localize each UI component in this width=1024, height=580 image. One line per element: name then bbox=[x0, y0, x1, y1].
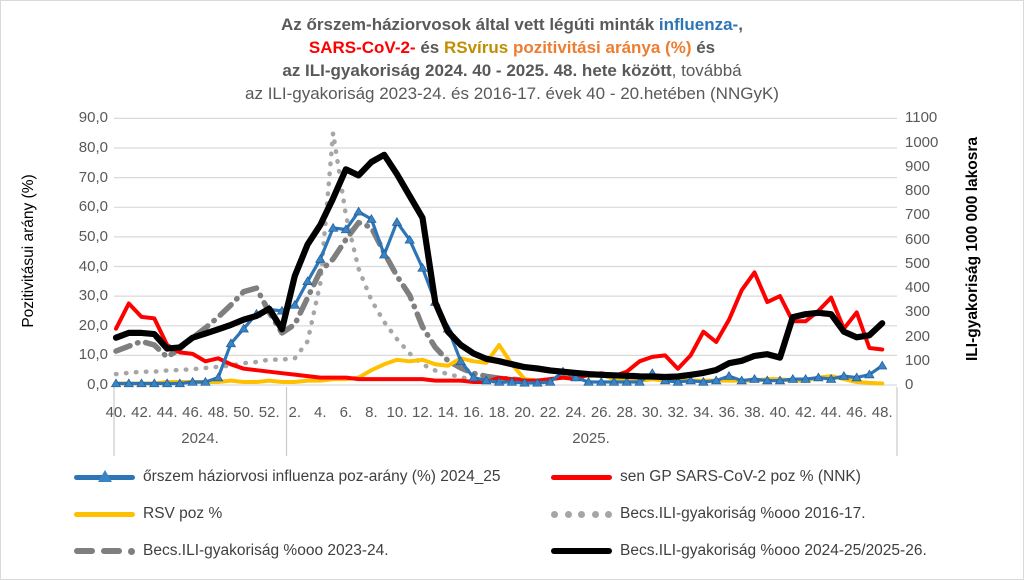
chart-title-line-4: az ILI-gyakoriság 2023-24. és 2016-17. é… bbox=[1, 82, 1023, 105]
title-segment: pozitivitási aránya (%) bbox=[512, 38, 692, 57]
y-right-tick-1100: 1100 bbox=[905, 109, 938, 127]
chart-title-line-2: SARS-CoV-2- és RSvírus pozitivitási arán… bbox=[1, 36, 1023, 59]
x-tick-week-24: 24. bbox=[565, 404, 587, 421]
y-left-tick-0,0: 0,0 bbox=[87, 376, 108, 393]
y-left-tick-10,0: 10,0 bbox=[78, 346, 108, 364]
chart-title: Az őrszem-háziorvosok által vett légúti … bbox=[1, 13, 1023, 105]
y-right-tick-500: 500 bbox=[905, 254, 931, 272]
chart-legend: őrszem háziorvosi influenza poz-arány (%… bbox=[74, 465, 979, 563]
x-tick-week-40: 40. bbox=[105, 404, 127, 421]
legend-label-sars-cov-2: sen GP SARS-CoV-2 poz % (NNK) bbox=[620, 468, 861, 485]
title-segment: RSvírus bbox=[443, 38, 509, 57]
y-left-tick-70,0: 70,0 bbox=[78, 168, 108, 186]
legend-entry-rsv: RSV poz % bbox=[74, 502, 551, 526]
y-left-tick-80,0: 80,0 bbox=[78, 139, 108, 157]
x-tick-week-50: 50. bbox=[233, 404, 255, 421]
title-segment: , továbbá bbox=[671, 61, 742, 80]
x-tick-week-52: 52. bbox=[258, 404, 280, 421]
legend-marker-sars-line-icon bbox=[551, 474, 612, 480]
x-tick-week-8: 8. bbox=[365, 404, 378, 421]
x-tick-week-32: 32. bbox=[667, 404, 689, 421]
chart-title-line-3: az ILI-gyakoriság 2024. 40 - 2025. 48. h… bbox=[1, 59, 1023, 82]
y-right-tick-200: 200 bbox=[905, 327, 931, 345]
x-year-label-2024: 2024. bbox=[181, 430, 219, 447]
title-segment: , bbox=[738, 15, 743, 34]
x-tick-week-34: 34. bbox=[692, 404, 714, 421]
x-tick-week-18: 18. bbox=[488, 404, 510, 421]
x-tick-week-40: 40. bbox=[769, 404, 791, 421]
y-right-tick-700: 700 bbox=[905, 206, 931, 224]
x-tick-week-10: 10. bbox=[386, 404, 408, 421]
legend-entry-ili-2023-24: Becs.ILI-gyakoriság %ooo 2023-24. bbox=[74, 539, 551, 563]
title-segment: és bbox=[691, 38, 716, 57]
x-tick-week-12: 12. bbox=[412, 404, 433, 421]
y-left-tick-40,0: 40,0 bbox=[78, 257, 108, 275]
x-tick-week-6: 6. bbox=[339, 404, 353, 421]
title-segment: Az őrszem-háziorvosok által vett légúti … bbox=[281, 15, 659, 34]
legend-marker-rsv-line-icon bbox=[74, 511, 135, 517]
x-tick-week-22: 22. bbox=[539, 404, 561, 421]
title-segment: és bbox=[415, 38, 444, 57]
y-right-tick-0: 0 bbox=[905, 376, 914, 393]
x-tick-week-44: 44. bbox=[156, 404, 178, 421]
legend-label-influenza: őrszem háziorvosi influenza poz-arány (%… bbox=[143, 468, 501, 485]
legend-marker-influenza-line-icon bbox=[74, 470, 135, 483]
x-tick-week-28: 28. bbox=[616, 404, 638, 421]
chart-title-line-1: Az őrszem-háziorvosok által vett légúti … bbox=[1, 13, 1023, 36]
y-left-tick-30,0: 30,0 bbox=[78, 287, 108, 305]
x-tick-week-26: 26. bbox=[590, 404, 612, 421]
x-tick-week-48: 48. bbox=[207, 404, 229, 421]
y-right-tick-100: 100 bbox=[905, 351, 931, 369]
y-left-tick-60,0: 60,0 bbox=[78, 198, 108, 216]
x-tick-week-36: 36. bbox=[718, 404, 740, 421]
title-segment: influenza- bbox=[658, 15, 739, 34]
legend-entry-ili-2016-17: Becs.ILI-gyakoriság %ooo 2016-17. bbox=[551, 502, 979, 526]
x-tick-week-48: 48. bbox=[871, 404, 893, 421]
legend-marker-ili-2024-25-line-icon bbox=[551, 547, 612, 555]
y-left-tick-90,0: 90,0 bbox=[78, 109, 108, 127]
x-tick-week-38: 38. bbox=[744, 404, 765, 421]
legend-marker-ili-2023-24-dashed-icon bbox=[74, 547, 135, 555]
x-tick-week-16: 16. bbox=[463, 404, 484, 421]
y-right-tick-300: 300 bbox=[905, 303, 931, 321]
y-left-tick-50,0: 50,0 bbox=[78, 227, 108, 245]
y-left-tick-20,0: 20,0 bbox=[78, 316, 108, 334]
legend-label-ili-2016-17: Becs.ILI-gyakoriság %ooo 2016-17. bbox=[620, 505, 866, 522]
x-tick-week-30: 30. bbox=[641, 404, 663, 421]
y-right-tick-900: 900 bbox=[905, 157, 931, 175]
legend-label-ili-2024-25: Becs.ILI-gyakoriság %ooo 2024-25/2025-26… bbox=[620, 542, 927, 559]
x-tick-week-42: 42. bbox=[131, 404, 152, 421]
x-tick-week-20: 20. bbox=[514, 404, 536, 421]
x-tick-week-46: 46. bbox=[846, 404, 868, 421]
x-tick-week-14: 14. bbox=[437, 404, 459, 421]
y-right-tick-400: 400 bbox=[905, 279, 931, 297]
legend-entry-influenza: őrszem háziorvosi influenza poz-arány (%… bbox=[74, 465, 551, 489]
x-year-label-2025: 2025. bbox=[572, 430, 610, 447]
legend-entry-sars-cov-2: sen GP SARS-CoV-2 poz % (NNK) bbox=[551, 465, 979, 489]
legend-entry-ili-2024-25: Becs.ILI-gyakoriság %ooo 2024-25/2025-26… bbox=[551, 539, 979, 563]
y-right-tick-1000: 1000 bbox=[905, 133, 939, 151]
legend-label-ili-2023-24: Becs.ILI-gyakoriság %ooo 2023-24. bbox=[143, 542, 389, 559]
title-segment: SARS-CoV-2- bbox=[308, 38, 416, 57]
x-tick-week-2: 2. bbox=[288, 404, 302, 421]
legend-label-rsv: RSV poz % bbox=[143, 505, 223, 522]
y-right-tick-800: 800 bbox=[905, 182, 931, 200]
legend-marker-ili-2016-17-dotted-icon bbox=[551, 510, 612, 518]
title-segment: az ILI-gyakoriság 2024. 40 - 2025. 48. h… bbox=[282, 61, 672, 80]
x-tick-week-4: 4. bbox=[314, 404, 327, 421]
x-tick-week-44: 44. bbox=[820, 404, 842, 421]
y-right-tick-600: 600 bbox=[905, 230, 931, 248]
x-tick-week-46: 46. bbox=[182, 404, 204, 421]
title-segment: az ILI-gyakoriság 2023-24. és 2016-17. é… bbox=[245, 84, 779, 103]
x-tick-week-42: 42. bbox=[795, 404, 817, 421]
